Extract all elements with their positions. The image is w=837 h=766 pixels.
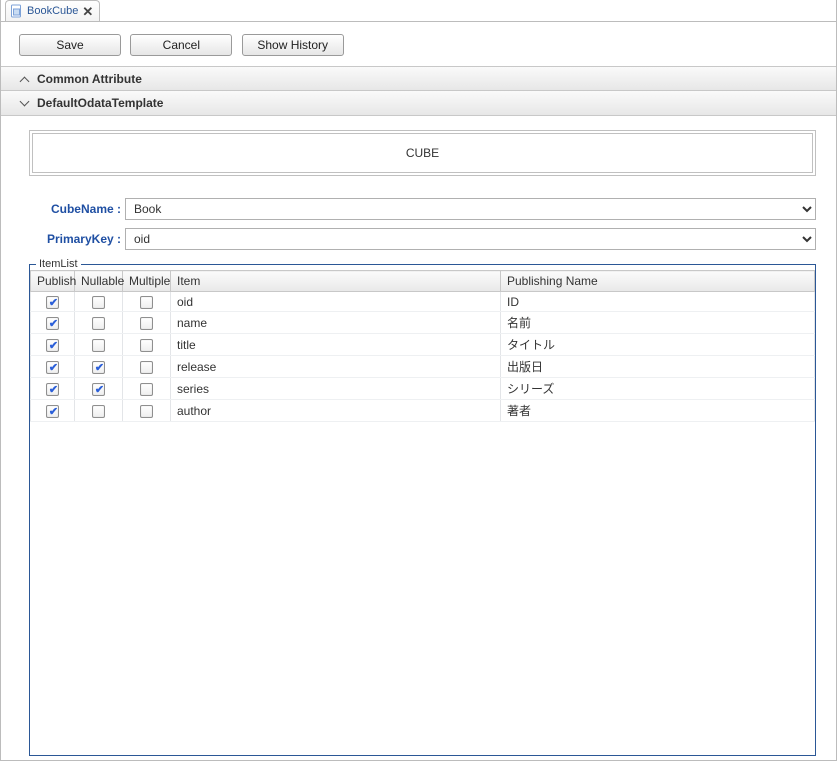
col-header-nullable[interactable]: Nullable [75, 271, 123, 292]
publishing-name-cell: シリーズ [501, 378, 815, 400]
item-cell: author [171, 400, 501, 422]
multiple-cell [123, 378, 171, 400]
publish-checkbox[interactable] [46, 383, 59, 396]
form-row-cubename: CubeName : Book [29, 198, 816, 220]
nullable-cell [75, 334, 123, 356]
publishing-name-cell: 出版日 [501, 356, 815, 378]
nullable-checkbox[interactable] [92, 405, 105, 418]
form-row-primarykey: PrimaryKey : oid [29, 228, 816, 250]
item-cell: series [171, 378, 501, 400]
publish-cell [31, 356, 75, 378]
nullable-checkbox[interactable] [92, 296, 105, 309]
publishing-name-cell: ID [501, 292, 815, 312]
publishing-name-cell: タイトル [501, 334, 815, 356]
section-common-attribute-label: Common Attribute [37, 72, 142, 86]
publishing-name-cell: 名前 [501, 312, 815, 334]
item-cell: title [171, 334, 501, 356]
publish-cell [31, 312, 75, 334]
cancel-button[interactable]: Cancel [130, 34, 232, 56]
chevron-up-icon [19, 73, 31, 85]
publish-checkbox[interactable] [46, 361, 59, 374]
publish-checkbox[interactable] [46, 296, 59, 309]
item-cell: release [171, 356, 501, 378]
multiple-checkbox[interactable] [140, 296, 153, 309]
cube-banner-label: CUBE [406, 146, 439, 160]
nullable-cell [75, 292, 123, 312]
multiple-checkbox[interactable] [140, 339, 153, 352]
publish-cell [31, 292, 75, 312]
publishing-name-cell: 著者 [501, 400, 815, 422]
nullable-cell [75, 356, 123, 378]
multiple-checkbox[interactable] [140, 361, 153, 374]
itemlist-table: Publish Nullable Multiple Item Publishin… [30, 270, 815, 422]
publish-checkbox[interactable] [46, 317, 59, 330]
multiple-checkbox[interactable] [140, 317, 153, 330]
multiple-checkbox[interactable] [140, 383, 153, 396]
primarykey-label: PrimaryKey : [29, 232, 125, 246]
cube-file-icon [10, 4, 24, 18]
cube-banner: CUBE [29, 130, 816, 176]
multiple-cell [123, 400, 171, 422]
multiple-cell [123, 312, 171, 334]
nullable-checkbox[interactable] [92, 361, 105, 374]
col-header-item[interactable]: Item [171, 271, 501, 292]
cubename-label: CubeName : [29, 202, 125, 216]
nullable-checkbox[interactable] [92, 383, 105, 396]
tab-bookcube[interactable]: BookCube ✕ [5, 0, 100, 21]
nullable-checkbox[interactable] [92, 317, 105, 330]
primarykey-select[interactable]: oid [125, 228, 816, 250]
col-header-publish[interactable]: Publish [31, 271, 75, 292]
itemlist-fieldset: ItemList Publish Nullable Multiple Item … [29, 258, 816, 756]
chevron-down-icon [19, 97, 31, 109]
nullable-cell [75, 378, 123, 400]
item-cell: name [171, 312, 501, 334]
show-history-button[interactable]: Show History [242, 34, 344, 56]
table-row[interactable]: name名前 [31, 312, 815, 334]
section-common-attribute[interactable]: Common Attribute [1, 66, 836, 91]
nullable-checkbox[interactable] [92, 339, 105, 352]
nullable-cell [75, 400, 123, 422]
itemlist-legend: ItemList [36, 258, 81, 270]
multiple-cell [123, 356, 171, 378]
publish-cell [31, 378, 75, 400]
item-cell: oid [171, 292, 501, 312]
publish-cell [31, 400, 75, 422]
publish-checkbox[interactable] [46, 339, 59, 352]
nullable-cell [75, 312, 123, 334]
tab-title: BookCube [27, 5, 78, 17]
col-header-multiple[interactable]: Multiple [123, 271, 171, 292]
cubename-select[interactable]: Book [125, 198, 816, 220]
section-default-odata-template-label: DefaultOdataTemplate [37, 96, 163, 110]
save-button[interactable]: Save [19, 34, 121, 56]
tab-close-icon[interactable]: ✕ [82, 5, 93, 18]
editor-frame: BookCube ✕ Save Cancel Show History Comm… [0, 0, 837, 761]
section-body: CUBE CubeName : Book PrimaryKey : oid It… [1, 116, 836, 766]
multiple-checkbox[interactable] [140, 405, 153, 418]
table-row[interactable]: seriesシリーズ [31, 378, 815, 400]
table-header-row: Publish Nullable Multiple Item Publishin… [31, 271, 815, 292]
publish-cell [31, 334, 75, 356]
table-row[interactable]: titleタイトル [31, 334, 815, 356]
multiple-cell [123, 334, 171, 356]
table-row[interactable]: author著者 [31, 400, 815, 422]
col-header-publishing-name[interactable]: Publishing Name [501, 271, 815, 292]
section-default-odata-template[interactable]: DefaultOdataTemplate [1, 91, 836, 116]
table-row[interactable]: oidID [31, 292, 815, 312]
table-row[interactable]: release出版日 [31, 356, 815, 378]
toolbar: Save Cancel Show History [1, 22, 836, 66]
publish-checkbox[interactable] [46, 405, 59, 418]
multiple-cell [123, 292, 171, 312]
tab-strip: BookCube ✕ [1, 0, 836, 22]
